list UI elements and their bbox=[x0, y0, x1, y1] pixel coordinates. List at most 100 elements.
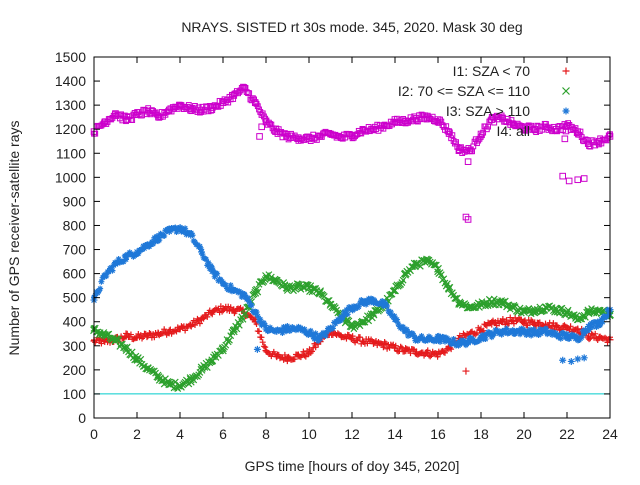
outlier-point bbox=[559, 172, 567, 180]
series-marker bbox=[300, 348, 307, 355]
series-marker bbox=[571, 332, 578, 339]
series-marker bbox=[567, 323, 574, 330]
series-marker bbox=[574, 326, 581, 333]
series-marker bbox=[603, 314, 610, 321]
series-marker bbox=[440, 349, 447, 356]
series-marker bbox=[476, 337, 483, 344]
series-marker bbox=[120, 335, 127, 342]
outlier-point bbox=[258, 123, 265, 131]
series-marker bbox=[110, 262, 117, 269]
series-marker bbox=[182, 225, 189, 232]
series-marker bbox=[357, 334, 364, 341]
series-marker bbox=[566, 335, 573, 342]
series-marker bbox=[332, 320, 339, 327]
y-tick-label: 1500 bbox=[55, 49, 86, 65]
series-marker bbox=[365, 317, 373, 325]
series-marker bbox=[129, 117, 136, 123]
series-marker bbox=[489, 300, 497, 308]
series-marker bbox=[395, 320, 402, 327]
series-marker bbox=[97, 285, 104, 292]
series-marker bbox=[280, 323, 287, 330]
series-marker bbox=[490, 295, 498, 303]
series-marker bbox=[98, 278, 105, 285]
y-tick-label: 200 bbox=[63, 362, 87, 378]
series-marker bbox=[384, 303, 391, 310]
series-marker bbox=[556, 332, 563, 339]
series-marker bbox=[579, 327, 586, 334]
series-marker bbox=[355, 303, 362, 310]
series-4 bbox=[90, 83, 614, 223]
series-marker bbox=[535, 332, 542, 339]
series-marker bbox=[483, 331, 490, 338]
series-marker bbox=[462, 342, 469, 349]
series-marker bbox=[449, 132, 456, 139]
series-marker bbox=[284, 322, 291, 329]
series-marker bbox=[487, 330, 494, 337]
series-marker bbox=[501, 327, 508, 334]
series-marker bbox=[254, 103, 261, 110]
series-marker bbox=[219, 347, 227, 355]
series-marker bbox=[238, 294, 245, 300]
series-marker bbox=[528, 332, 535, 339]
series-marker bbox=[456, 341, 463, 348]
series-marker bbox=[209, 265, 216, 272]
series-marker bbox=[542, 325, 549, 332]
series-marker bbox=[403, 326, 410, 333]
y-tick-label: 1000 bbox=[55, 169, 86, 185]
series-marker bbox=[557, 335, 564, 342]
series-marker bbox=[405, 332, 412, 339]
series-marker bbox=[125, 251, 132, 258]
series-marker bbox=[437, 338, 444, 345]
series-marker bbox=[435, 332, 442, 339]
series-marker bbox=[260, 343, 267, 350]
series-marker bbox=[203, 364, 211, 371]
series-marker bbox=[470, 336, 477, 343]
series-marker bbox=[285, 353, 292, 360]
series-marker bbox=[235, 321, 243, 329]
series-marker bbox=[385, 307, 392, 314]
series-marker bbox=[259, 110, 266, 117]
series-marker bbox=[175, 226, 182, 233]
series-marker bbox=[115, 255, 122, 262]
series-marker bbox=[161, 232, 168, 239]
outlier-point bbox=[256, 133, 263, 140]
series-marker bbox=[434, 353, 441, 360]
series-marker bbox=[454, 339, 461, 346]
series-marker bbox=[139, 246, 146, 253]
series-marker bbox=[127, 331, 134, 338]
series-marker bbox=[204, 313, 211, 320]
series-marker bbox=[441, 349, 448, 356]
series-marker bbox=[431, 261, 439, 269]
series-marker bbox=[200, 315, 207, 322]
series-marker bbox=[363, 301, 370, 308]
outlier-point bbox=[574, 176, 582, 184]
series-marker bbox=[285, 325, 292, 332]
legend-label: I4: all bbox=[497, 123, 530, 139]
series-marker bbox=[592, 319, 599, 326]
series-marker bbox=[156, 237, 163, 244]
x-tick-label: 2 bbox=[133, 426, 141, 442]
series-marker bbox=[140, 243, 147, 250]
series-marker bbox=[172, 224, 179, 231]
series-marker bbox=[567, 333, 574, 340]
series-marker bbox=[253, 308, 260, 315]
series-marker bbox=[322, 333, 329, 340]
series-marker bbox=[131, 356, 139, 364]
x-axis-title: GPS time [hours of doy 345, 2020] bbox=[245, 458, 460, 474]
series-3 bbox=[90, 224, 614, 365]
y-tick-label: 1400 bbox=[55, 73, 86, 89]
x-tick-label: 12 bbox=[344, 426, 360, 442]
series-marker bbox=[446, 283, 454, 291]
series-marker bbox=[433, 338, 440, 345]
series-marker bbox=[400, 323, 407, 330]
series-marker bbox=[132, 335, 139, 342]
chart-title: NRAYS. SISTED rt 30s mode. 345, 2020. Ma… bbox=[181, 19, 522, 35]
series-marker bbox=[432, 261, 440, 269]
series-marker bbox=[312, 344, 319, 351]
series-marker bbox=[203, 256, 210, 263]
outlier-point bbox=[561, 135, 569, 143]
outlier-point bbox=[580, 354, 588, 362]
series-marker bbox=[427, 353, 434, 360]
series-marker bbox=[246, 90, 253, 97]
series-marker bbox=[196, 243, 203, 250]
